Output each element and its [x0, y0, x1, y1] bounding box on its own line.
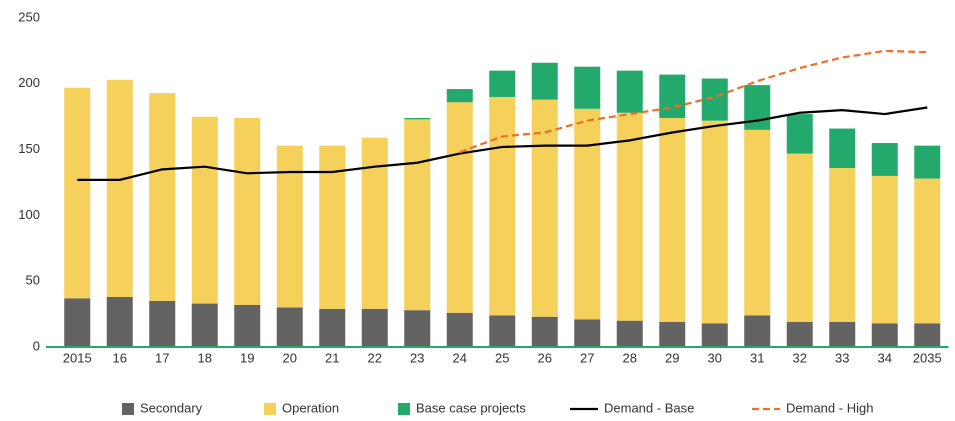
bar-segment — [871, 143, 898, 176]
bar-segment — [531, 62, 558, 100]
x-tick-label: 33 — [835, 350, 849, 365]
y-tick-label: 100 — [18, 207, 40, 222]
bar-segment — [871, 323, 898, 347]
bar-segment — [319, 308, 346, 347]
bar-segment — [786, 114, 813, 154]
legend-swatch — [264, 403, 276, 415]
bar-segment — [914, 145, 941, 179]
bar-segment — [446, 312, 473, 347]
bar-segment — [489, 96, 516, 316]
bar-segment — [701, 323, 728, 347]
bar-segment — [361, 137, 388, 309]
bar-segment — [446, 102, 473, 313]
bar-segment — [276, 145, 303, 308]
bar-segment — [829, 128, 856, 169]
x-tick-label: 30 — [708, 350, 722, 365]
legend-label: Demand - Base — [604, 400, 694, 415]
legend-swatch — [122, 403, 134, 415]
bar-segment — [616, 70, 643, 113]
x-tick-label: 2035 — [913, 350, 942, 365]
line-series — [459, 49, 928, 154]
bar-segment — [574, 319, 601, 347]
bar-segment — [106, 79, 133, 297]
x-tick-label: 32 — [793, 350, 807, 365]
x-tick-label: 28 — [623, 350, 637, 365]
legend-label: Demand - High — [786, 400, 873, 415]
x-tick-label: 29 — [665, 350, 679, 365]
legend-label: Base case projects — [416, 400, 526, 415]
bar-segment — [234, 118, 261, 305]
x-tick-label: 19 — [240, 350, 254, 365]
y-tick-label: 50 — [26, 273, 40, 288]
bar-segment — [191, 303, 218, 347]
bar-segment — [106, 296, 133, 347]
bar-segment — [616, 112, 643, 321]
y-tick-label: 150 — [18, 141, 40, 156]
bar-segment — [659, 321, 686, 347]
line-series — [77, 106, 928, 181]
bar-segment — [744, 85, 771, 130]
bar-segment — [404, 118, 431, 120]
bar-segment — [149, 93, 176, 301]
bar-segment — [531, 316, 558, 347]
bar-segment — [914, 178, 941, 324]
x-tick-label: 26 — [538, 350, 552, 365]
bar-segment — [276, 307, 303, 347]
bar-segment — [531, 99, 558, 317]
bar-segment — [489, 315, 516, 347]
legend-label: Operation — [282, 400, 339, 415]
x-tick-label: 27 — [580, 350, 594, 365]
bar-segment — [659, 118, 686, 322]
x-tick-label: 34 — [878, 350, 892, 365]
bar-segment — [744, 315, 771, 347]
x-tick-label: 21 — [325, 350, 339, 365]
x-tick-label: 20 — [283, 350, 297, 365]
bar-segment — [616, 320, 643, 347]
bar-segment — [404, 119, 431, 311]
bar-segment — [404, 310, 431, 347]
x-tick-label: 17 — [155, 350, 169, 365]
y-tick-label: 0 — [33, 338, 40, 353]
bar-segment — [149, 300, 176, 347]
bar-segment — [361, 308, 388, 347]
bar-segment — [574, 108, 601, 320]
bar-segment — [786, 153, 813, 322]
bar-segment — [744, 129, 771, 316]
bar-segment — [489, 70, 516, 97]
x-tick-label: 18 — [198, 350, 212, 365]
bar-segment — [234, 304, 261, 347]
bar-segment — [191, 116, 218, 304]
y-tick-label: 250 — [18, 9, 40, 24]
bar-segment — [829, 168, 856, 322]
legend-swatch — [398, 403, 410, 415]
bar-segment — [829, 321, 856, 347]
bar-segment — [659, 74, 686, 119]
x-tick-label: 2015 — [63, 350, 92, 365]
x-tick-label: 22 — [368, 350, 382, 365]
bar-segment — [786, 321, 813, 347]
bar-segment — [446, 89, 473, 103]
bar-segment — [871, 175, 898, 324]
y-tick-label: 200 — [18, 75, 40, 90]
bar-segment — [64, 87, 91, 299]
bar-segment — [914, 323, 941, 347]
x-tick-label: 25 — [495, 350, 509, 365]
bar-segment — [64, 298, 91, 347]
x-tick-label: 16 — [113, 350, 127, 365]
bar-segment — [701, 78, 728, 121]
bar-segment — [701, 120, 728, 324]
x-tick-label: 23 — [410, 350, 424, 365]
x-tick-label: 31 — [750, 350, 764, 365]
x-tick-label: 24 — [453, 350, 467, 365]
bar-segment — [574, 66, 601, 109]
legend-label: Secondary — [140, 400, 203, 415]
